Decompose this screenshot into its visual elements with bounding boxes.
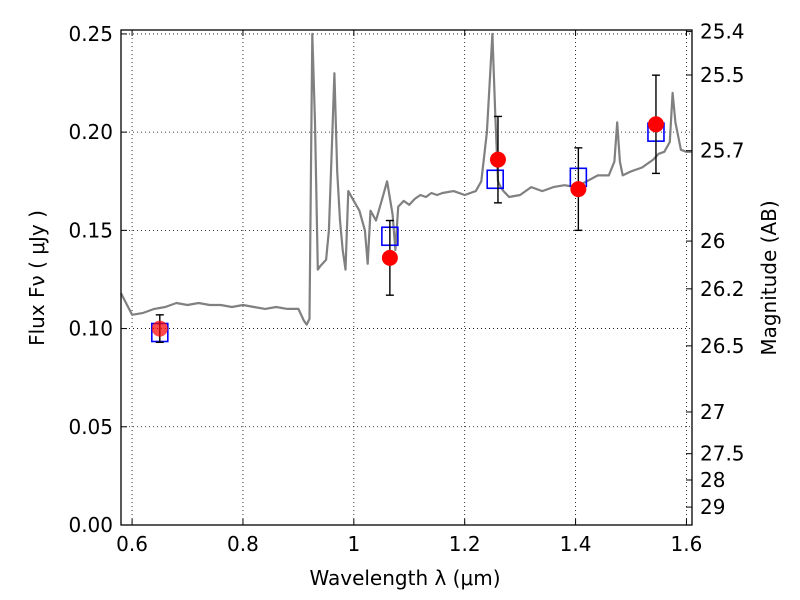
x-axis-label: Wavelength λ (μm): [309, 566, 500, 590]
x-tick-label: 1.2: [449, 532, 481, 556]
mag-tick-label: 25.7: [700, 139, 745, 163]
plot-frame: [120, 29, 693, 526]
mag-tick-label: 26: [700, 229, 725, 253]
points-layer: [151, 74, 665, 344]
observed-flux-point: [489, 151, 506, 168]
y2-axis-label: Magnitude (AB): [757, 200, 781, 355]
mag-tick-label: 26.2: [700, 277, 745, 301]
mag-tick-label: 25.4: [700, 20, 745, 44]
mag-tick-label: 26.5: [700, 334, 745, 358]
x-tick-label: 1.4: [560, 532, 592, 556]
y-tick-label: 0.05: [68, 415, 113, 439]
y-tick-label: 0.25: [68, 22, 113, 46]
mag-tick-label: 27: [700, 400, 725, 424]
synthetic-flux-marker: [486, 169, 504, 190]
y-tick-label: 0.20: [68, 120, 113, 144]
y-tick-label: 0.00: [68, 513, 113, 537]
observed-flux-point: [647, 116, 664, 133]
mag-tick-label: 25.5: [700, 63, 745, 87]
mag-tick-label: 29: [700, 495, 725, 519]
observed-flux-point: [151, 320, 168, 337]
x-tick-label: 0.6: [116, 532, 148, 556]
observed-flux-point: [381, 249, 398, 266]
model-spectrum-line: [120, 32, 692, 326]
x-tick-label: 1.6: [671, 532, 703, 556]
grid-layer: [121, 30, 692, 526]
mag-tick-label: 28: [700, 468, 725, 492]
y-tick-label: 0.10: [68, 317, 113, 341]
mag-tick-label: 27.5: [700, 442, 745, 466]
x-tick-label: 0.8: [227, 532, 259, 556]
model-spectrum-layer: [120, 32, 692, 326]
ticks-layer: 0.6 0.8 1 1.2 1.4 1.6 0.00 0.05 0.10 0.15 0.20 0.25…: [68, 20, 744, 556]
observed-flux-point: [570, 181, 587, 198]
y-tick-label: 0.15: [68, 218, 113, 242]
x-tick-label: 1: [347, 532, 360, 556]
y-axis-label: Flux Fν ( μJy ): [25, 210, 49, 346]
